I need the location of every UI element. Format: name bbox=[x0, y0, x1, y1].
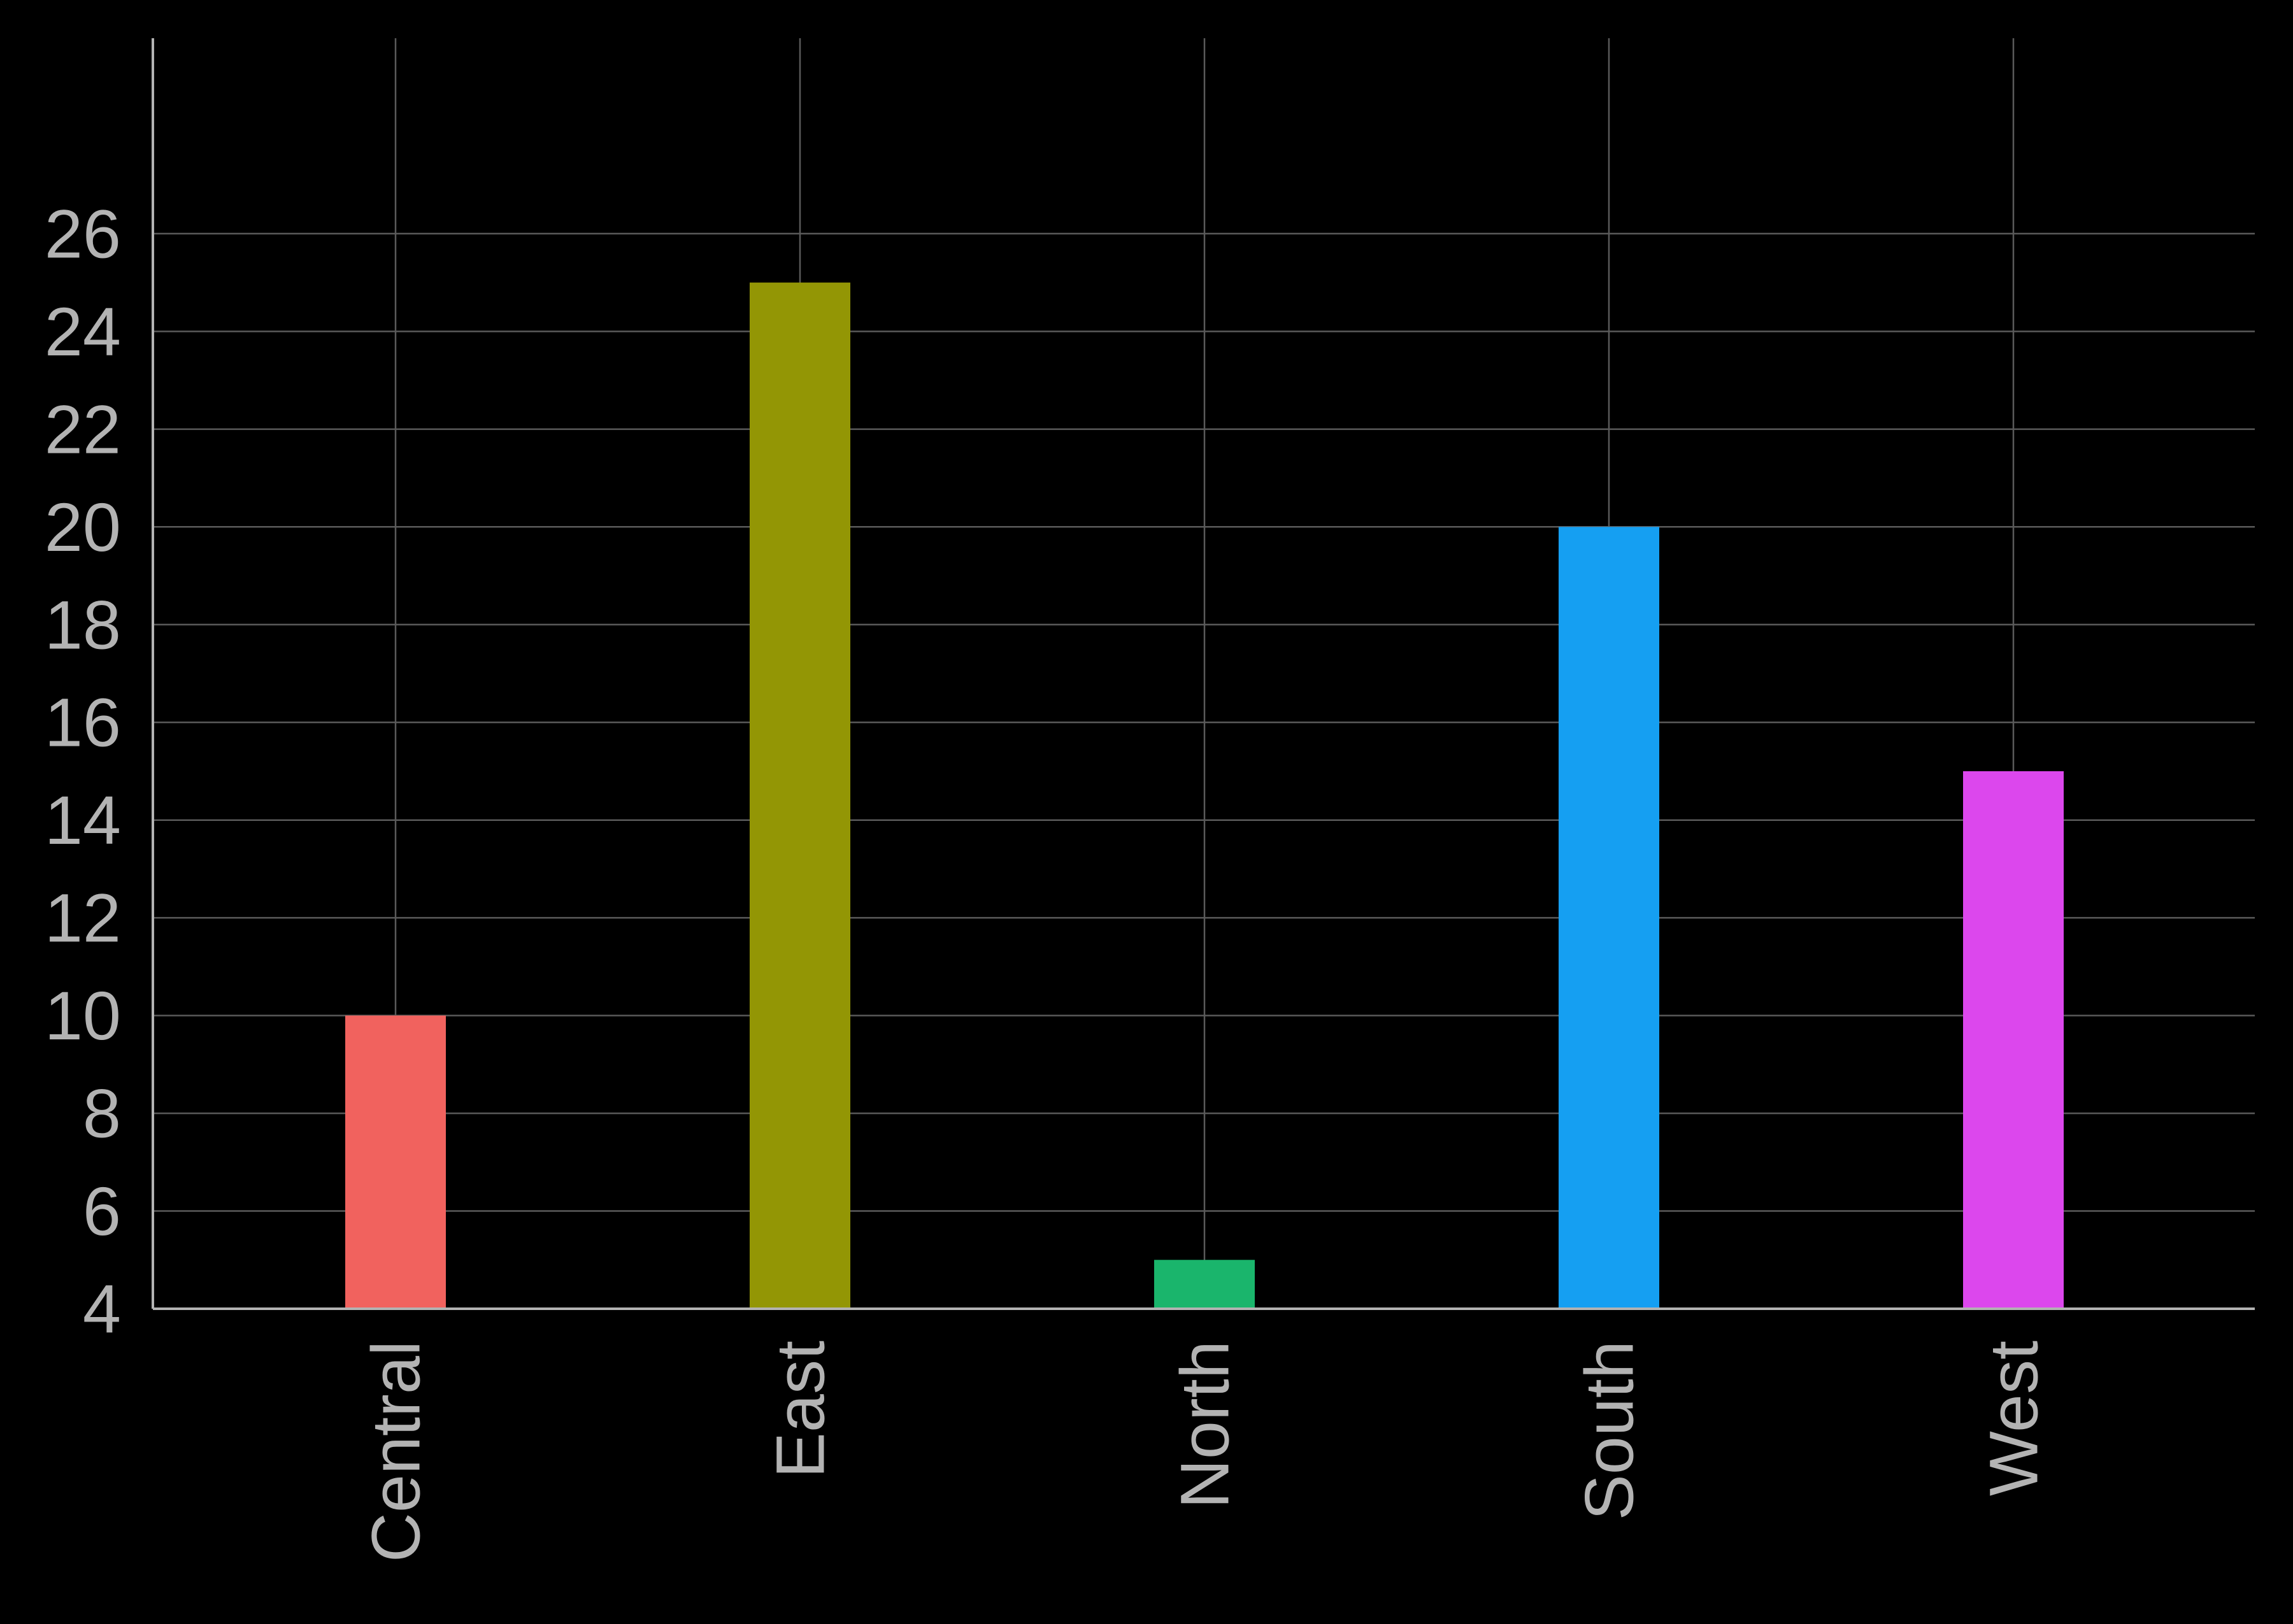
bar-west bbox=[1963, 771, 2064, 1309]
y-tick-label: 24 bbox=[45, 293, 121, 370]
y-tick-label: 20 bbox=[45, 488, 121, 566]
bars bbox=[345, 282, 2064, 1309]
y-tick-label: 14 bbox=[45, 781, 121, 858]
y-tick-label: 16 bbox=[45, 684, 121, 761]
y-tick-label: 10 bbox=[45, 977, 121, 1054]
y-tick-label: 22 bbox=[45, 390, 121, 467]
y-tick-label: 6 bbox=[83, 1172, 121, 1250]
bar-north bbox=[1154, 1260, 1255, 1309]
x-tick-label: North bbox=[1166, 1341, 1243, 1509]
x-tick-label: West bbox=[1975, 1341, 2052, 1496]
y-tick-labels: 4 6 8 10 12 14 16 18 20 22 24 26 bbox=[45, 195, 121, 1347]
y-tick-label: 26 bbox=[45, 195, 121, 272]
bar-south bbox=[1559, 527, 1659, 1309]
y-tick-label: 18 bbox=[45, 586, 121, 663]
y-tick-label: 4 bbox=[83, 1271, 121, 1348]
bar-east bbox=[750, 282, 850, 1309]
grid bbox=[153, 38, 2255, 1309]
x-tick-label: Central bbox=[357, 1341, 434, 1562]
x-tick-labels: Central East North South West bbox=[357, 1341, 2052, 1562]
axes bbox=[152, 38, 2255, 1310]
x-tick-label: South bbox=[1571, 1341, 1648, 1520]
y-tick-label: 12 bbox=[45, 880, 121, 957]
x-tick-label: East bbox=[762, 1341, 839, 1478]
bar-central bbox=[345, 1015, 446, 1309]
y-tick-label: 8 bbox=[83, 1075, 121, 1152]
